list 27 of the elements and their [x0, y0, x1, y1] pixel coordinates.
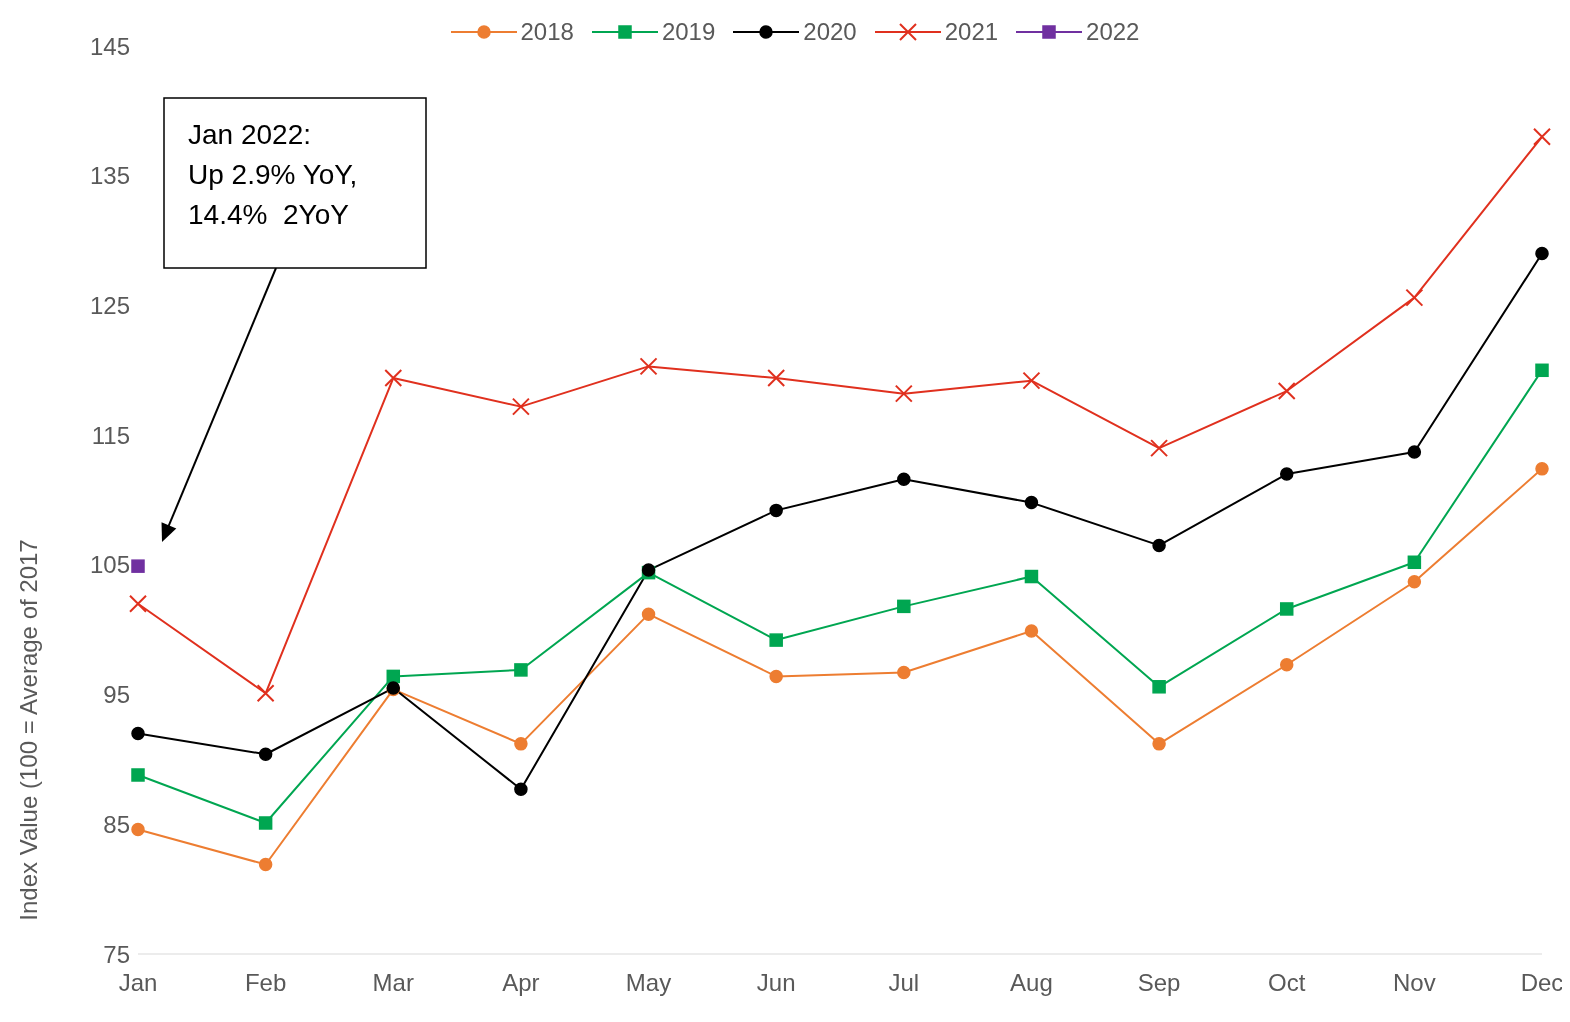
x-tick-label: Feb	[244, 969, 287, 997]
x-tick-label: Oct	[1268, 969, 1306, 997]
x-tick-label: May	[625, 969, 672, 997]
x-tick-label: Apr	[502, 969, 540, 997]
x-tick-label: Dec	[1520, 969, 1564, 997]
x-tick-label: Jun	[756, 969, 796, 997]
annotation: Jan 2022: Up 2.9% YoY, 14.4% 2YoY	[188, 119, 358, 230]
y-tick-label: 145	[89, 32, 130, 60]
x-tick-label: Aug	[1010, 969, 1053, 997]
y-tick-label: 105	[89, 551, 130, 579]
x-tick-label: Nov	[1393, 969, 1436, 997]
y-axis-title: Index Value (100 = Average of 2017	[14, 539, 42, 921]
legend-label: 2022	[1086, 18, 1140, 46]
y-tick-label: 95	[103, 681, 130, 709]
y-tick-label: 135	[89, 162, 130, 190]
x-tick-label: Jul	[888, 969, 920, 997]
x-tick-label: Sep	[1137, 969, 1181, 997]
legend-label: 2020	[803, 18, 857, 46]
y-tick-label: 85	[103, 810, 130, 838]
x-tick-label: Jan	[118, 969, 158, 997]
y-tick-label: 125	[89, 291, 130, 319]
legend-label: 2019	[661, 18, 716, 46]
y-tick-label: 75	[103, 940, 130, 968]
legend-label: 2018	[520, 18, 574, 46]
x-tick-label: Mar	[372, 969, 414, 997]
y-tick-label: 115	[91, 421, 130, 449]
legend-label: 2021	[944, 18, 999, 46]
